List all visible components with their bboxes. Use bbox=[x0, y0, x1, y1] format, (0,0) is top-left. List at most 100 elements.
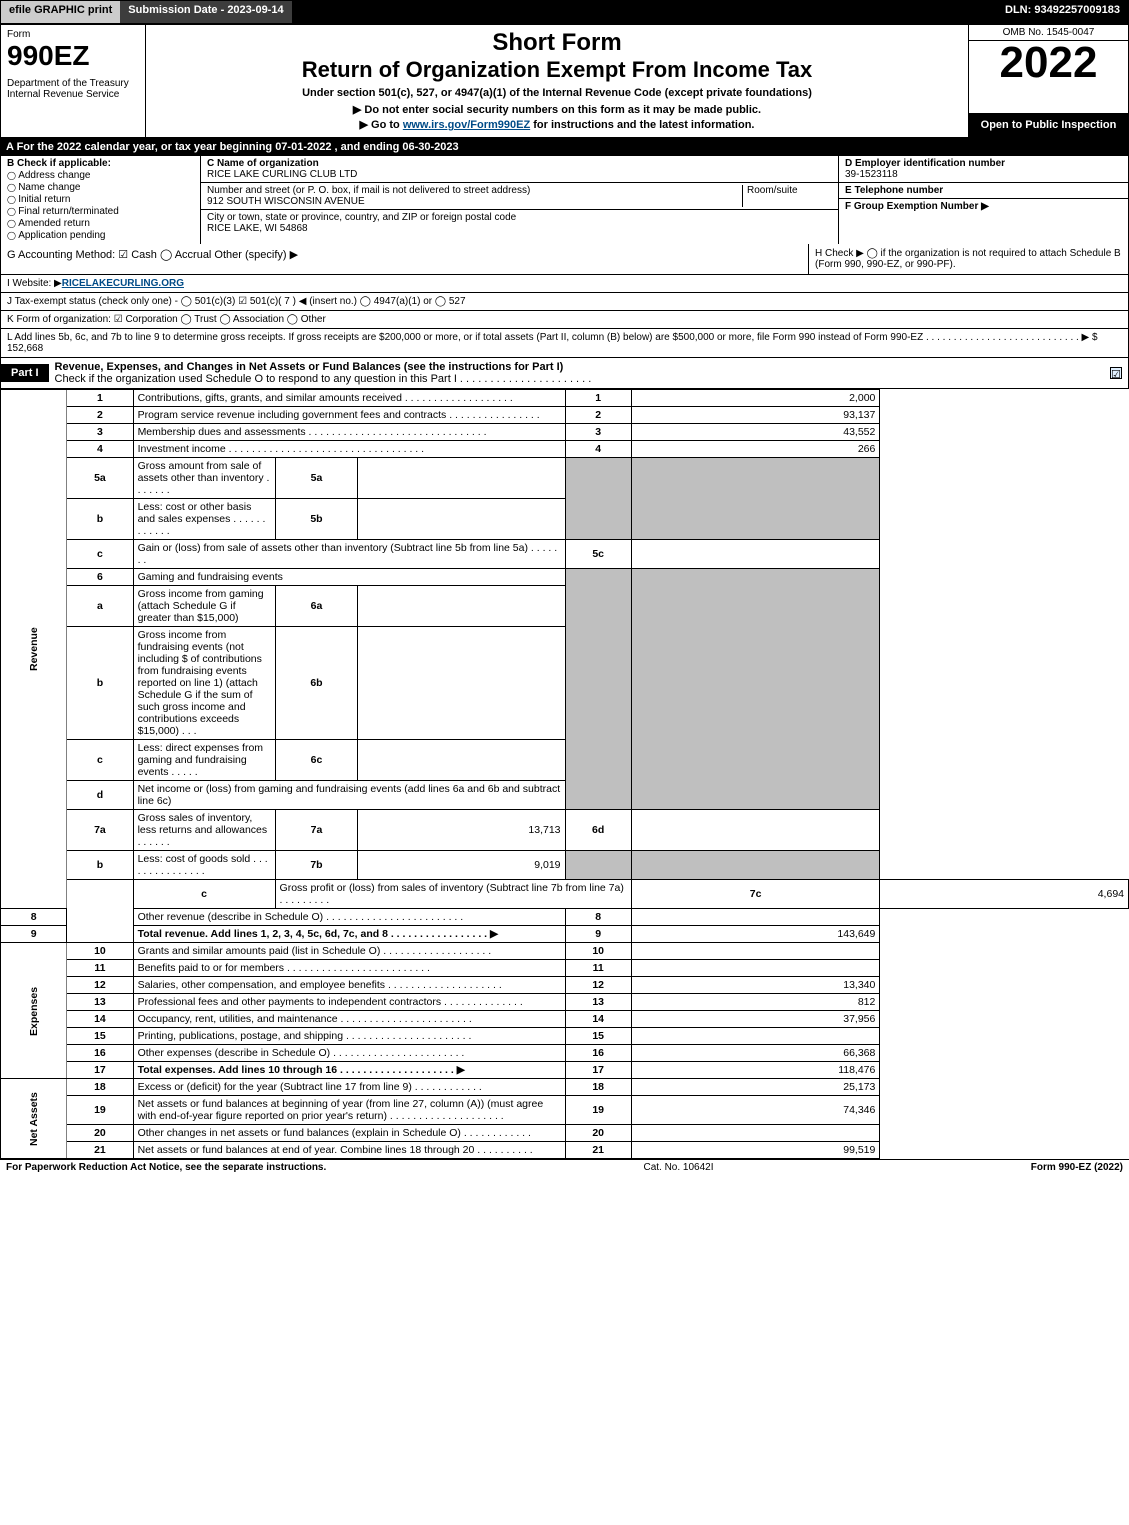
efile-label[interactable]: efile GRAPHIC print bbox=[1, 1, 120, 23]
line6-desc: Gaming and fundraising events bbox=[133, 569, 565, 586]
line5a-amt bbox=[358, 458, 565, 499]
line17-amt: 118,476 bbox=[631, 1062, 880, 1079]
line3-amt: 43,552 bbox=[631, 424, 880, 441]
part1-sub: Check if the organization used Schedule … bbox=[55, 373, 592, 385]
chk-name[interactable]: Name change bbox=[7, 182, 194, 193]
line13-desc: Professional fees and other payments to … bbox=[133, 994, 565, 1011]
b-label: B Check if applicable: bbox=[7, 158, 194, 169]
line10-desc: Grants and similar amounts paid (list in… bbox=[133, 943, 565, 960]
i-pre: I Website: ▶ bbox=[7, 278, 62, 289]
side-expenses: Expenses bbox=[1, 943, 67, 1079]
street-label: Number and street (or P. O. box, if mail… bbox=[207, 185, 530, 196]
ein: 39-1523118 bbox=[845, 169, 898, 180]
line15-amt bbox=[631, 1028, 880, 1045]
line5a-desc: Gross amount from sale of assets other t… bbox=[133, 458, 275, 499]
instruction-ssn: ▶ Do not enter social security numbers o… bbox=[154, 103, 960, 116]
line-g: G Accounting Method: ☑ Cash ◯ Accrual Ot… bbox=[1, 244, 808, 274]
line6c-amt bbox=[358, 740, 565, 781]
line10-amt bbox=[631, 943, 880, 960]
line6a-desc: Gross income from gaming (attach Schedul… bbox=[133, 586, 275, 627]
line18-amt: 25,173 bbox=[631, 1079, 880, 1096]
line19-amt: 74,346 bbox=[631, 1096, 880, 1125]
line2-amt: 93,137 bbox=[631, 407, 880, 424]
line1-desc: Contributions, gifts, grants, and simila… bbox=[133, 390, 565, 407]
line7b-desc: Less: cost of goods sold . . . . . . . .… bbox=[133, 851, 275, 880]
line21-desc: Net assets or fund balances at end of ye… bbox=[133, 1142, 565, 1159]
org-city: RICE LAKE, WI 54868 bbox=[207, 223, 308, 234]
under-section: Under section 501(c), 527, or 4947(a)(1)… bbox=[154, 87, 960, 99]
line16-amt: 66,368 bbox=[631, 1045, 880, 1062]
department: Department of the Treasury Internal Reve… bbox=[7, 78, 139, 100]
dln: DLN: 93492257009183 bbox=[997, 1, 1128, 23]
part1-checkbox[interactable]: ☑ bbox=[1110, 367, 1122, 379]
footer-right: Form 990-EZ (2022) bbox=[1031, 1162, 1123, 1173]
line-j: J Tax-exempt status (check only one) - ◯… bbox=[0, 293, 1129, 311]
footer-left: For Paperwork Reduction Act Notice, see … bbox=[6, 1162, 326, 1173]
submission-date: Submission Date - 2023-09-14 bbox=[120, 1, 291, 23]
form-word: Form bbox=[7, 29, 139, 40]
instr2-post: for instructions and the latest informat… bbox=[530, 119, 754, 131]
line6d-desc: Net income or (loss) from gaming and fun… bbox=[133, 781, 565, 810]
chk-initial[interactable]: Initial return bbox=[7, 194, 194, 205]
line20-desc: Other changes in net assets or fund bala… bbox=[133, 1125, 565, 1142]
footer-mid: Cat. No. 10642I bbox=[326, 1162, 1030, 1173]
chk-final[interactable]: Final return/terminated bbox=[7, 206, 194, 217]
line11-amt bbox=[631, 960, 880, 977]
line-a: A For the 2022 calendar year, or tax yea… bbox=[0, 138, 1129, 156]
tax-year: 2022 bbox=[969, 41, 1128, 85]
org-info-block: B Check if applicable: Address change Na… bbox=[0, 156, 1129, 244]
l-text: L Add lines 5b, 6c, and 7b to line 9 to … bbox=[7, 332, 1098, 343]
part1-tag: Part I bbox=[1, 364, 49, 382]
short-form-title: Short Form bbox=[154, 29, 960, 57]
chk-address[interactable]: Address change bbox=[7, 170, 194, 181]
e-label: E Telephone number bbox=[845, 185, 943, 196]
website-link[interactable]: RICELAKECURLING.ORG bbox=[62, 278, 184, 289]
line-l: L Add lines 5b, 6c, and 7b to line 9 to … bbox=[0, 329, 1129, 358]
line6b-amt bbox=[358, 627, 565, 740]
chk-pending[interactable]: Application pending bbox=[7, 230, 194, 241]
line8-amt bbox=[631, 909, 880, 926]
f-label: F Group Exemption Number ▶ bbox=[845, 201, 989, 212]
part1-header: Part I Revenue, Expenses, and Changes in… bbox=[0, 358, 1129, 389]
line5c-amt bbox=[631, 540, 880, 569]
lines-table: Revenue 1Contributions, gifts, grants, a… bbox=[0, 389, 1129, 1159]
c-label: C Name of organization bbox=[207, 158, 319, 169]
line6d-amt bbox=[631, 810, 880, 851]
form-header: Form 990EZ Department of the Treasury In… bbox=[0, 24, 1129, 138]
line14-amt: 37,956 bbox=[631, 1011, 880, 1028]
line7b-amt: 9,019 bbox=[358, 851, 565, 880]
line16-desc: Other expenses (describe in Schedule O) … bbox=[133, 1045, 565, 1062]
d-label: D Employer identification number bbox=[845, 158, 1005, 169]
line6c-desc: Less: direct expenses from gaming and fu… bbox=[133, 740, 275, 781]
footer: For Paperwork Reduction Act Notice, see … bbox=[0, 1159, 1129, 1175]
chk-amended[interactable]: Amended return bbox=[7, 218, 194, 229]
line-h: H Check ▶ ◯ if the organization is not r… bbox=[808, 244, 1128, 274]
line12-amt: 13,340 bbox=[631, 977, 880, 994]
instr2-pre: ▶ Go to bbox=[360, 119, 403, 131]
line14-desc: Occupancy, rent, utilities, and maintena… bbox=[133, 1011, 565, 1028]
line21-amt: 99,519 bbox=[631, 1142, 880, 1159]
line6a-amt bbox=[358, 586, 565, 627]
line5b-amt bbox=[358, 499, 565, 540]
line9-amt: 143,649 bbox=[631, 926, 880, 943]
line2-desc: Program service revenue including govern… bbox=[133, 407, 565, 424]
line15-desc: Printing, publications, postage, and shi… bbox=[133, 1028, 565, 1045]
line18-desc: Excess or (deficit) for the year (Subtra… bbox=[133, 1079, 565, 1096]
line9-desc: Total revenue. Add lines 1, 2, 3, 4, 5c,… bbox=[133, 926, 565, 943]
line-i: I Website: ▶RICELAKECURLING.ORG bbox=[0, 275, 1129, 293]
line5b-desc: Less: cost or other basis and sales expe… bbox=[133, 499, 275, 540]
line7c-amt: 4,694 bbox=[880, 880, 1129, 909]
line1-amt: 2,000 bbox=[631, 390, 880, 407]
line19-desc: Net assets or fund balances at beginning… bbox=[133, 1096, 565, 1125]
side-revenue: Revenue bbox=[1, 390, 67, 909]
city-label: City or town, state or province, country… bbox=[207, 212, 516, 223]
return-title: Return of Organization Exempt From Incom… bbox=[154, 57, 960, 83]
side-netassets: Net Assets bbox=[1, 1079, 67, 1159]
line13-amt: 812 bbox=[631, 994, 880, 1011]
line7c-desc: Gross profit or (loss) from sales of inv… bbox=[275, 880, 631, 909]
line4-amt: 266 bbox=[631, 441, 880, 458]
line11-desc: Benefits paid to or for members . . . . … bbox=[133, 960, 565, 977]
irs-link[interactable]: www.irs.gov/Form990EZ bbox=[403, 119, 530, 131]
line5c-desc: Gain or (loss) from sale of assets other… bbox=[133, 540, 565, 569]
part1-title: Revenue, Expenses, and Changes in Net As… bbox=[49, 358, 1110, 388]
